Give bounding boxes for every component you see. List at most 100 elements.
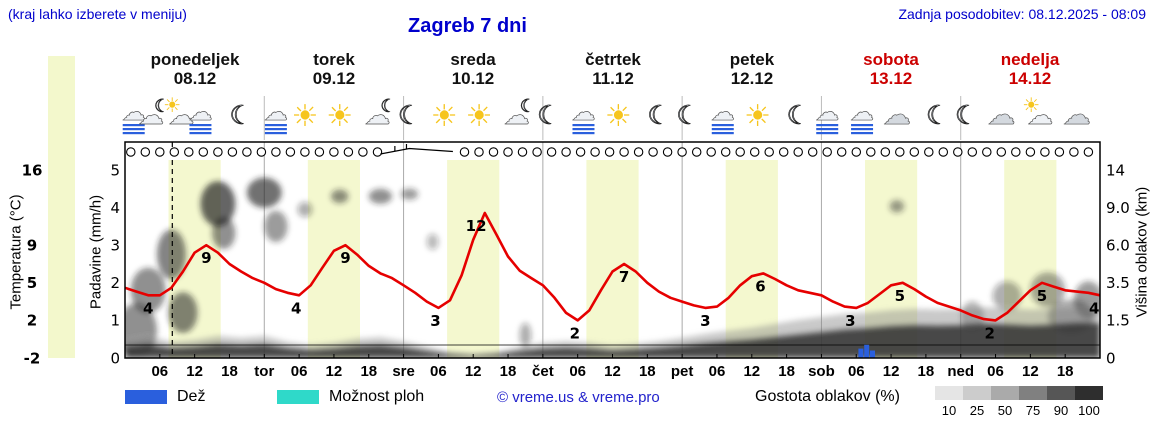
cloud-icon: ☁ [987,98,1016,132]
day-date: 08.12 [173,69,217,88]
svg-text:☁: ☁ [504,101,530,131]
x-hour-label: 18 [918,363,935,380]
sky-symbol-circle [488,147,499,157]
x-hour-label: 12 [326,363,343,380]
day-name: torek [313,50,355,69]
sky-symbol-circle [198,147,209,157]
sky-symbol-circle [967,147,978,157]
sky-symbol-circle [140,147,151,157]
svg-text:☁: ☁ [850,98,874,126]
cloud-icon: ☁ [1062,98,1091,132]
x-hour-label: 18 [221,363,238,380]
day-date: 13.12 [869,69,913,88]
svg-text:☾: ☾ [787,101,810,131]
sky-symbol-circle [895,147,905,157]
temperature-value: 4 [143,299,153,317]
day-header-četrtek: četrtek 11.12 [543,50,683,88]
sky-symbol-circle [169,147,180,157]
precip-tick-label: 4 [110,199,120,217]
x-hour-label: 06 [430,363,447,380]
sky-symbol-circle [1025,147,1036,157]
svg-text:☀: ☀ [466,99,493,134]
cloud-height-tick-label: 6.0 [1106,236,1130,254]
sky-symbol-circle [184,147,194,157]
day-header-torek: torek 09.12 [264,50,404,88]
x-hour-label: 06 [709,363,726,380]
sky-symbol-circle [836,147,847,157]
sky-symbol-circle [256,147,267,157]
svg-text:☁: ☁ [571,98,595,126]
x-hour-label: 18 [778,363,795,380]
x-hour-label: 12 [465,363,482,380]
rain-bar [864,344,870,358]
temperature-value: 4 [291,299,301,317]
temperature-value: 5 [895,287,905,305]
day-date: 11.12 [592,69,634,88]
low-cloud-band [125,322,1100,358]
precip-tick-label: 1 [110,312,120,330]
sky-symbol-circle [358,147,368,157]
temperature-value: 2 [984,324,994,342]
x-day-label: ned [947,363,974,380]
svg-text:☀: ☀ [605,99,632,134]
cloud-rain-icon: ☁ [815,98,840,135]
daylight-band [447,160,500,358]
sky-symbols-row [126,144,1094,157]
x-hour-label: 18 [360,363,377,380]
x-hour-label: 06 [987,363,1004,380]
day-name: četrtek [585,50,641,69]
sky-symbol-circle [953,147,963,157]
moon-icon: ☾ [647,101,671,132]
temperature-value: 6 [755,277,765,295]
cloud-rain-icon: ☁ [710,98,735,135]
svg-text:☁: ☁ [364,101,390,131]
cloud-blob [1030,272,1066,308]
sky-symbol-circle [1054,147,1065,157]
cloud-blob [297,202,313,217]
moon-icon: ☾ [676,101,700,132]
rain-lines-icon [189,124,212,127]
sky-symbol-circle [126,147,136,157]
sun-icon: ☀ [291,99,318,134]
svg-text:☁: ☁ [264,98,288,126]
temperature-value: 12 [466,217,487,235]
cloud-blob [212,217,236,249]
x-hour-label: 06 [569,363,586,380]
cloud-height-tick-label: 1.5 [1106,312,1130,330]
cloud-blob [168,292,198,333]
moon-icon: ☾ [229,101,253,132]
rain-lines-icon [122,124,145,127]
sky-symbol-circle [575,147,586,157]
cloud-height-tick-label: 0 [1106,349,1116,367]
precip-tick-label: 3 [110,236,120,254]
x-hour-label: 18 [1057,363,1074,380]
temperature-value: 9 [201,249,211,267]
x-hour-label: 12 [883,363,900,380]
cloud-icon: ☁ [883,98,912,132]
svg-text:☾: ☾ [926,101,949,131]
moon-cloud-icon: ☾☁ [138,96,171,132]
rain-lines-icon [122,132,145,135]
cloud-rain-icon: ☁ [264,98,288,135]
day-name: sreda [450,50,496,69]
sky-symbol-circle [938,147,949,157]
cloud-blob [331,189,349,204]
sky-symbol-circle [633,147,644,157]
rain-lines-icon [264,124,287,127]
sky-symbol-circle [155,147,165,157]
temperature-scale-strip [48,56,75,358]
rain-lines-icon [851,132,874,135]
sky-symbol-circle [662,147,673,157]
sky-symbol-circle [720,147,731,157]
copyright-link[interactable]: © vreme.us & vreme.pro [497,389,660,406]
temperature-value: 3 [430,312,440,330]
svg-text:☁: ☁ [168,101,194,131]
rain-lines-icon [851,124,874,127]
day-header-ponedeljek: ponedeljek 08.12 [125,50,265,88]
cloud-blob [889,200,905,213]
rain-bar [858,348,864,358]
moon-icon: ☾ [925,101,949,132]
svg-text:☁: ☁ [711,98,735,126]
sun-icon: ☀ [431,99,458,134]
